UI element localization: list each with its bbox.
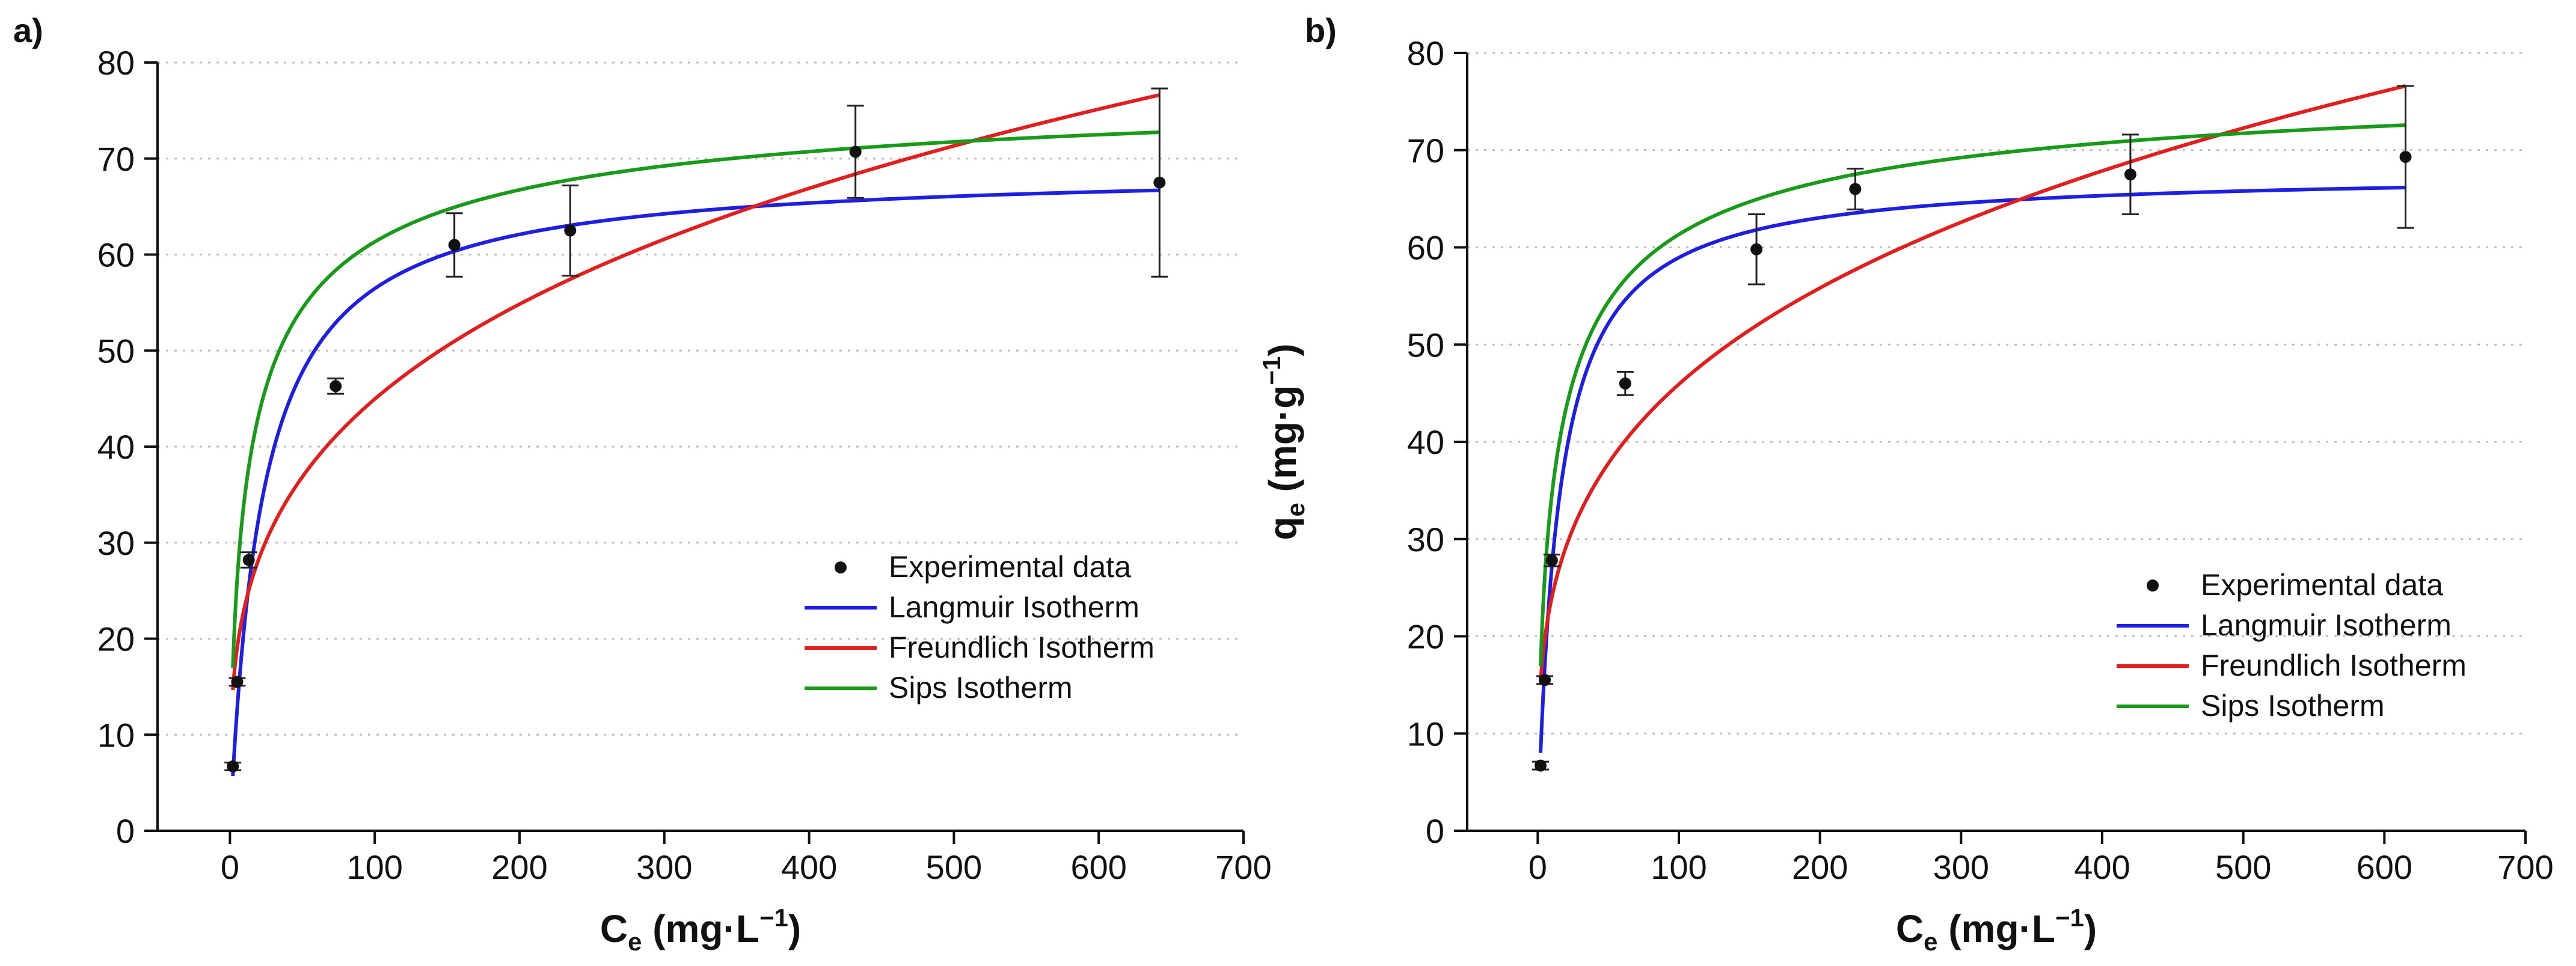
data-point [1539, 674, 1551, 686]
legend-label-experimental: Experimental data [2201, 568, 2443, 602]
legend-label: Langmuir Isotherm [889, 590, 1139, 624]
legend: Experimental data Langmuir Isotherm Freund… [805, 550, 1155, 705]
x-axis-title-subscript: e [628, 928, 642, 956]
data-point [1535, 759, 1547, 772]
data-point [242, 554, 255, 566]
legend-label: Freundlich Isotherm [2201, 649, 2467, 682]
y-axis-title-unit: (mg·g [1261, 385, 1304, 503]
y-tick-label: 50 [97, 332, 135, 370]
x-tick-label: 500 [2215, 848, 2271, 886]
x-tick-label: 600 [2357, 848, 2412, 886]
x-axis-title: Ce (mg·L−1) [1896, 903, 2097, 956]
y-tick-label: 80 [97, 44, 135, 82]
data-point [330, 380, 342, 393]
y-tick-label: 10 [97, 716, 135, 754]
data-point [1153, 176, 1166, 189]
x-axis-title-superscript: −1 [2055, 903, 2084, 932]
legend-marker-experimental [2147, 579, 2159, 592]
x-tick-label: 700 [2497, 848, 2553, 886]
y-tick-label: 40 [97, 428, 135, 466]
y-axis-title-main: q [1261, 516, 1304, 540]
panel-label: b) [1305, 11, 1337, 49]
data-point [231, 676, 244, 688]
x-axis-title-subscript: e [1924, 928, 1937, 956]
y-tick-label: 80 [1407, 34, 1444, 72]
data-point [564, 224, 577, 237]
x-tick-label: 0 [221, 848, 239, 886]
y-tick-label: 30 [97, 524, 135, 562]
x-axis-title-unit-close: ) [2084, 907, 2097, 950]
x-tick-label: 600 [1070, 848, 1126, 886]
y-tick-label: 30 [1407, 521, 1444, 558]
legend-label: Langmuir Isotherm [2201, 608, 2452, 642]
y-axis-title-unit-close: ) [1261, 343, 1304, 356]
x-axis-title-superscript: −1 [759, 903, 788, 932]
x-tick-label: 0 [1529, 848, 1547, 886]
x-axis-title-unit: (mg·L [1937, 907, 2055, 950]
x-axis-title-main: C [600, 907, 628, 950]
y-tick-label: 60 [97, 236, 135, 274]
x-tick-label: 300 [1933, 848, 1989, 886]
x-tick-label: 300 [636, 848, 692, 886]
y-axis-title-superscript: −1 [1257, 356, 1286, 385]
data-point [849, 145, 862, 158]
langmuir-isotherm-curve [1539, 185, 2406, 754]
legend-label: Freundlich Isotherm [889, 631, 1155, 664]
x-tick-label: 200 [491, 848, 547, 886]
legend-label-experimental: Experimental data [889, 550, 1131, 584]
legend-label: Sips Isotherm [889, 671, 1073, 705]
y-tick-label: 50 [1407, 326, 1444, 364]
data-point [1545, 554, 1558, 567]
sips-isotherm-curve [231, 130, 1160, 669]
y-tick-label: 70 [1407, 132, 1444, 170]
sips-isotherm-curve [1539, 123, 2406, 667]
y-tick-label: 20 [97, 620, 135, 658]
y-tick-label: 0 [1426, 812, 1444, 850]
y-axis-title-subscript: e [1281, 503, 1310, 516]
x-axis-title-unit: (mg·L [642, 907, 759, 950]
freundlich-isotherm-curve [231, 93, 1161, 692]
panel-b: b) 0 10 20 30 40 50 60 70 80 0 100 200 300 400 500 600 70… [1257, 11, 2554, 956]
data-point [1750, 243, 1763, 255]
x-tick-label: 400 [781, 848, 837, 886]
x-tick-label: 100 [346, 848, 402, 886]
y-axis-title: qe (mg·g−1) [1257, 343, 1310, 540]
x-tick-label: 700 [1215, 848, 1271, 886]
y-tick-label: 60 [1407, 229, 1444, 267]
legend: Experimental data Langmuir Isotherm Freund… [2117, 568, 2467, 723]
x-axis-title-main: C [1896, 907, 1924, 950]
data-point [448, 239, 461, 251]
y-tick-label: 40 [1407, 423, 1444, 461]
x-tick-label: 200 [1792, 848, 1848, 886]
freundlich-isotherm-curve [1539, 84, 2406, 684]
y-tick-label: 20 [1407, 618, 1444, 656]
langmuir-isotherm-curve [231, 188, 1160, 777]
legend-label: Sips Isotherm [2201, 689, 2385, 723]
x-tick-label: 500 [926, 848, 982, 886]
data-point [1849, 183, 1862, 195]
data-point [2399, 151, 2412, 164]
data-point [227, 760, 239, 772]
panel-a: a) 0 10 20 30 40 50 60 70 80 0 100 200 300 400 500 600 70… [13, 11, 1272, 956]
data-point [2124, 168, 2136, 181]
y-tick-label: 10 [1407, 715, 1444, 753]
y-tick-label: 0 [116, 812, 135, 850]
x-axis-title-unit-close: ) [788, 907, 801, 950]
panel-label: a) [13, 11, 43, 49]
legend-marker-experimental [835, 561, 847, 573]
x-tick-label: 100 [1651, 848, 1707, 886]
x-axis-title: Ce (mg·L−1) [600, 903, 801, 956]
data-point [1619, 377, 1631, 390]
x-tick-label: 400 [2074, 848, 2130, 886]
y-tick-label: 70 [97, 140, 135, 178]
